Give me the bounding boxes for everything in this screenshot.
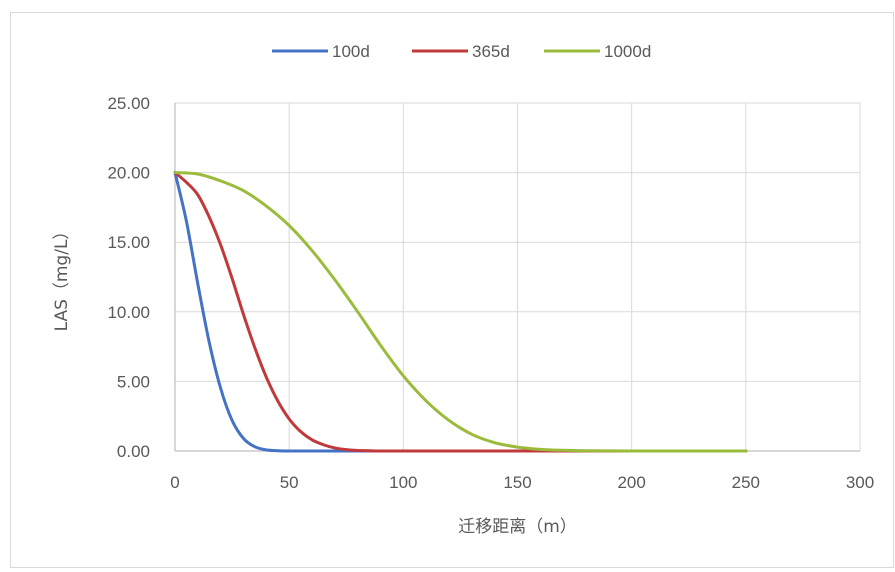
y-tick-label: 5.00 bbox=[117, 372, 150, 391]
series-lines bbox=[173, 171, 748, 453]
y-axis-title: LAS（mg/L） bbox=[52, 223, 72, 332]
legend-label-100d: 100d bbox=[332, 42, 370, 61]
x-tick-label: 0 bbox=[170, 473, 179, 492]
y-tick-label: 25.00 bbox=[107, 94, 150, 113]
series-line-1000d bbox=[173, 171, 748, 453]
series-line-365d bbox=[173, 171, 748, 453]
chart-frame bbox=[10, 12, 894, 568]
x-tick-label: 250 bbox=[732, 473, 760, 492]
legend-label-365d: 365d bbox=[472, 42, 510, 61]
x-tick-label: 300 bbox=[846, 473, 874, 492]
axes: 0.00 5.00 10.00 15.00 20.00 25.00 0 50 100 150 200… bbox=[107, 94, 874, 492]
x-tick-label: 50 bbox=[280, 473, 299, 492]
y-tick-label: 20.00 bbox=[107, 164, 150, 183]
legend: 100d 365d 1000d bbox=[272, 42, 651, 61]
legend-label-1000d: 1000d bbox=[604, 42, 651, 61]
x-axis-title: 迁移距离（m） bbox=[458, 517, 577, 537]
x-tick-label: 150 bbox=[503, 473, 531, 492]
x-tick-label: 100 bbox=[389, 473, 417, 492]
x-tick-label: 200 bbox=[617, 473, 645, 492]
y-tick-label: 10.00 bbox=[107, 303, 150, 322]
y-tick-label: 0.00 bbox=[117, 442, 150, 461]
y-tick-label: 15.00 bbox=[107, 233, 150, 252]
gridlines bbox=[175, 102, 861, 451]
